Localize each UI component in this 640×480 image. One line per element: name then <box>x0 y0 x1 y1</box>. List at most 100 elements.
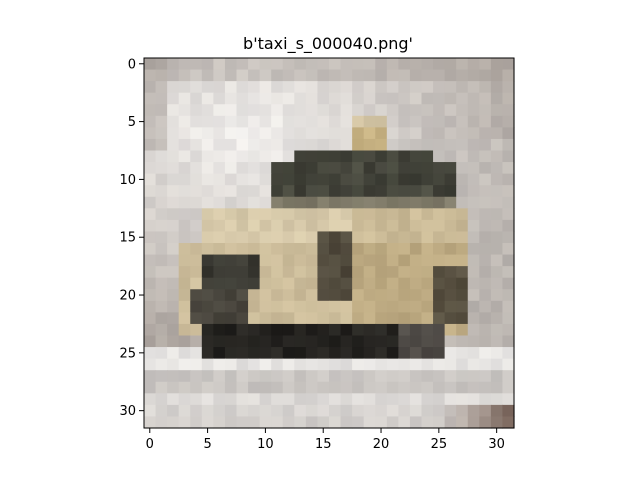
pixel-cell <box>375 335 388 348</box>
pixel-cell <box>456 173 469 186</box>
pixel-cell <box>467 393 480 406</box>
pixel-cell <box>479 300 492 313</box>
pixel-cell <box>259 358 272 371</box>
pixel-cell <box>236 173 249 186</box>
pixel-cell <box>271 323 284 337</box>
pixel-cell <box>467 370 480 383</box>
pixel-cell <box>201 185 214 198</box>
y-tick-label: 20 <box>119 289 136 304</box>
pixel-cell <box>444 219 457 233</box>
pixel-cell <box>479 381 492 394</box>
pixel-cell <box>398 104 411 117</box>
pixel-cell <box>479 196 492 209</box>
pixel-cell <box>190 173 203 186</box>
pixel-cell <box>340 277 353 290</box>
pixel-cell <box>271 312 284 325</box>
pixel-cell <box>213 393 226 406</box>
pixel-cell <box>375 150 388 163</box>
pixel-cell <box>409 393 423 406</box>
pixel-cell <box>456 312 469 325</box>
pixel-cell <box>259 231 272 244</box>
pixel-cell <box>398 69 411 82</box>
pixel-cell <box>433 173 446 186</box>
pixel-cell <box>479 208 492 221</box>
pixel-cell <box>190 393 203 406</box>
pixel-cell <box>444 150 457 163</box>
pixel-cell <box>305 208 319 221</box>
pixel-cell <box>248 393 261 406</box>
pixel-cell <box>329 243 342 256</box>
pixel-cell <box>352 138 365 152</box>
pixel-cell <box>421 69 434 82</box>
pixel-cell <box>294 104 307 117</box>
pixel-cell <box>224 231 238 244</box>
pixel-cell <box>352 81 365 94</box>
pixel-cell <box>444 138 457 152</box>
pixel-cell <box>421 381 434 394</box>
pixel-cell <box>467 300 480 313</box>
pixel-cell <box>502 381 515 394</box>
pixel-cell <box>329 381 342 394</box>
pixel-cell <box>178 115 191 128</box>
pixel-cell <box>236 162 249 175</box>
pixel-cell <box>409 370 423 383</box>
pixel-cell <box>398 162 411 175</box>
pixel-cell <box>352 381 365 394</box>
pixel-cell <box>502 138 515 152</box>
pixel-cell <box>375 243 388 256</box>
pixel-cell <box>282 312 295 325</box>
pixel-cell <box>305 370 319 383</box>
pixel-cell <box>201 300 214 313</box>
pixel-cell <box>421 162 434 175</box>
pixel-cell <box>479 231 492 244</box>
pixel-cell <box>236 393 249 406</box>
pixel-cell <box>248 219 261 233</box>
pixel-cell <box>259 312 272 325</box>
pixel-cell <box>375 81 388 94</box>
pixel-cell <box>502 92 515 105</box>
pixel-cell <box>144 58 157 71</box>
pixel-cell <box>479 243 492 256</box>
pixel-cell <box>213 162 226 175</box>
pixel-cell <box>352 196 365 209</box>
pixel-cell <box>456 381 469 394</box>
pixel-cell <box>294 416 307 429</box>
pixel-cell <box>433 115 446 128</box>
pixel-cell <box>340 404 353 418</box>
pixel-cell <box>155 162 168 175</box>
pixel-cell <box>363 416 376 429</box>
pixel-cell <box>398 393 411 406</box>
pixel-cell <box>409 254 423 267</box>
pixel-cell <box>248 81 261 94</box>
pixel-cell <box>317 69 330 82</box>
pixel-cell <box>490 266 504 279</box>
pixel-cell <box>421 150 434 163</box>
pixel-cell <box>444 289 457 302</box>
pixel-cell <box>375 185 388 198</box>
pixel-image <box>144 58 515 429</box>
pixel-cell <box>467 162 480 175</box>
pixel-cell <box>224 69 238 82</box>
pixel-cell <box>490 185 504 198</box>
pixel-cell <box>201 254 214 267</box>
pixel-cell <box>479 393 492 406</box>
pixel-cell <box>144 115 157 128</box>
pixel-cell <box>144 312 157 325</box>
pixel-cell <box>329 289 342 302</box>
y-tick-label: 0 <box>128 57 136 72</box>
pixel-cell <box>271 173 284 186</box>
pixel-cell <box>178 393 191 406</box>
pixel-cell <box>178 347 191 360</box>
pixel-cell <box>224 358 238 371</box>
pixel-cell <box>444 393 457 406</box>
pixel-cell <box>248 277 261 290</box>
pixel-cell <box>444 416 457 429</box>
pixel-cell <box>236 416 249 429</box>
pixel-cell <box>305 104 319 117</box>
pixel-cell <box>352 370 365 383</box>
pixel-cell <box>363 69 376 82</box>
pixel-cell <box>421 370 434 383</box>
pixel-cell <box>271 243 284 256</box>
pixel-cell <box>456 416 469 429</box>
pixel-cell <box>294 138 307 152</box>
